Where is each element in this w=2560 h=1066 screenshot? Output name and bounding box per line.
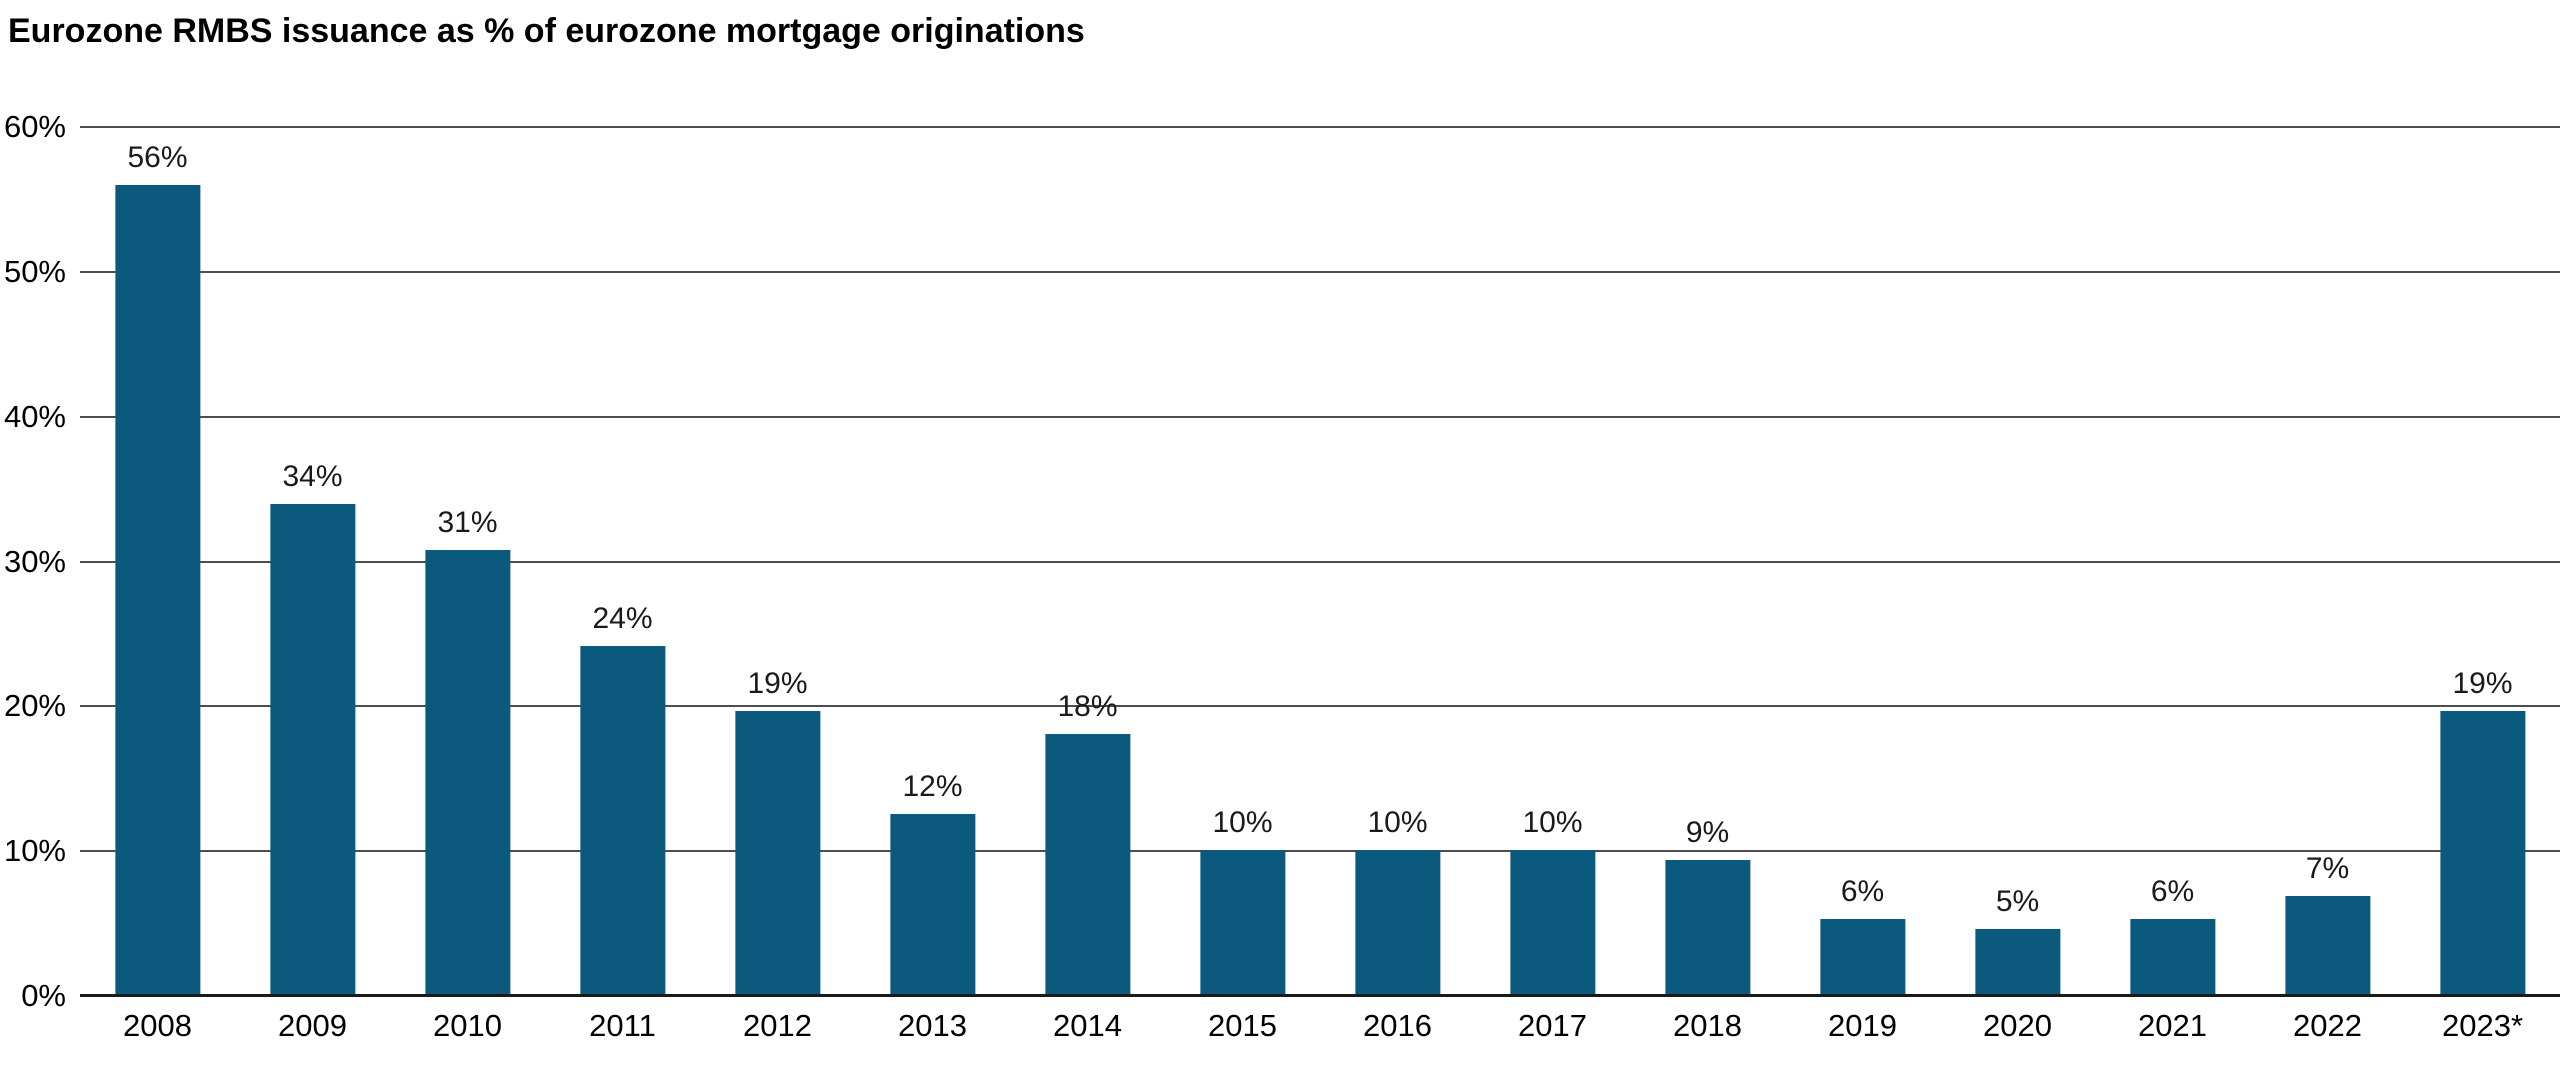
y-tick-label-50%: 50% [3,253,66,289]
bar-cell-2018: 9% [1630,127,1785,996]
bar-value-label-2017: 10% [1522,805,1583,839]
x-tick-label-2011: 2011 [589,1008,656,1043]
bar-2008 [114,184,201,996]
bar-cell-2017: 10% [1475,127,1630,996]
x-tick-label-2018: 2018 [1673,1008,1742,1043]
bars-layer: 56% 34% 31% 24% 19% 12% 18% 10% 10% 10% 9% 6% 5% 6% 7%… [80,127,2560,996]
bar-2015 [1199,849,1286,996]
y-tick-label-10%: 10% [3,833,66,869]
x-tick-label-2013: 2013 [898,1008,967,1043]
y-axis-labels: 0% 10% 20% 30% 40% 50% 60% [0,109,66,1013]
bar-2022 [2284,896,2371,996]
x-tick-label-2016: 2016 [1363,1008,1432,1043]
bar-cell-2015: 10% [1165,127,1320,996]
x-tick-label-2008: 2008 [123,1008,192,1043]
bar-cell-2021: 6% [2095,127,2250,996]
y-tick-label-20%: 20% [3,688,66,724]
bar-2023* [2439,710,2526,996]
x-axis-labels: 2008 2009 2010 2011 2012 2013 2014 2015 2016 2017… [80,1008,2560,1044]
bar-2021 [2129,919,2216,996]
bar-value-label-2015: 10% [1212,805,1273,839]
x-tick-label-2010: 2010 [433,1008,502,1043]
bar-cell-2014: 18% [1010,127,1165,996]
bar-value-label-2020: 5% [1995,885,2040,919]
bar-value-label-2019: 6% [1840,875,1885,909]
bar-cell-2023*: 19% [2405,127,2560,996]
x-tick-label-2021: 2021 [2138,1008,2207,1043]
bar-value-label-2021: 6% [2150,875,2195,909]
bar-cell-2010: 31% [390,127,545,996]
bar-value-label-2009: 34% [282,459,343,493]
plot-area: 56% 34% 31% 24% 19% 12% 18% 10% 10% 10% 9% 6% 5% 6% 7%… [80,126,2560,997]
bar-2014 [1044,733,1131,996]
bar-cell-2022: 7% [2250,127,2405,996]
bar-value-label-2022: 7% [2305,852,2350,886]
gridline-60% [80,126,2560,128]
gridline-40% [80,415,2560,418]
x-tick-label-2015: 2015 [1208,1008,1277,1043]
bar-cell-2013: 12% [855,127,1010,996]
bar-2018 [1664,859,1751,996]
gridline-50% [80,270,2560,273]
bar-2012 [734,710,821,996]
x-axis-line [80,994,2560,997]
bar-value-label-2018: 9% [1685,815,1730,849]
x-tick-label-2019: 2019 [1828,1008,1897,1043]
bar-2020 [1974,929,2061,996]
x-tick-label-2023*: 2023* [2441,1008,2524,1043]
bar-cell-2020: 5% [1940,127,2095,996]
y-tick-label-0%: 0% [21,978,66,1013]
bar-cell-2019: 6% [1785,127,1940,996]
bar-2009 [269,503,356,996]
bar-cell-2011: 24% [545,127,700,996]
y-tick-label-40%: 40% [3,398,66,434]
bar-cell-2008: 56% [80,127,235,996]
x-tick-label-2022: 2022 [2293,1008,2362,1043]
gridline-20% [80,705,2560,708]
bar-value-label-2011: 24% [592,601,653,635]
bar-value-label-2010: 31% [437,505,498,539]
bar-cell-2012: 19% [700,127,855,996]
bar-value-label-2023*: 19% [2452,666,2513,700]
y-tick-label-30%: 30% [3,543,66,579]
bar-2013 [889,813,976,996]
x-tick-label-2020: 2020 [1983,1008,2052,1043]
bar-value-label-2012: 19% [747,666,808,700]
bar-cell-2009: 34% [235,127,390,996]
bar-2019 [1819,919,1906,996]
bar-2017 [1509,849,1596,996]
chart-title: Eurozone RMBS issuance as % of eurozone … [8,12,1085,50]
bar-value-label-2016: 10% [1367,805,1428,839]
bar-2016 [1354,849,1441,996]
x-tick-label-2017: 2017 [1518,1008,1587,1043]
x-tick-label-2014: 2014 [1053,1008,1122,1043]
bar-cell-2016: 10% [1320,127,1475,996]
bar-value-label-2013: 12% [902,769,963,803]
y-tick-label-60%: 60% [3,109,66,144]
x-tick-label-2012: 2012 [743,1008,812,1043]
x-tick-label-2009: 2009 [278,1008,347,1043]
bar-2011 [579,645,666,996]
gridline-10% [80,850,2560,853]
bar-value-label-2008: 56% [127,140,188,174]
bar-2010 [424,549,511,996]
gridline-30% [80,560,2560,563]
bar-value-label-2014: 18% [1057,689,1118,723]
